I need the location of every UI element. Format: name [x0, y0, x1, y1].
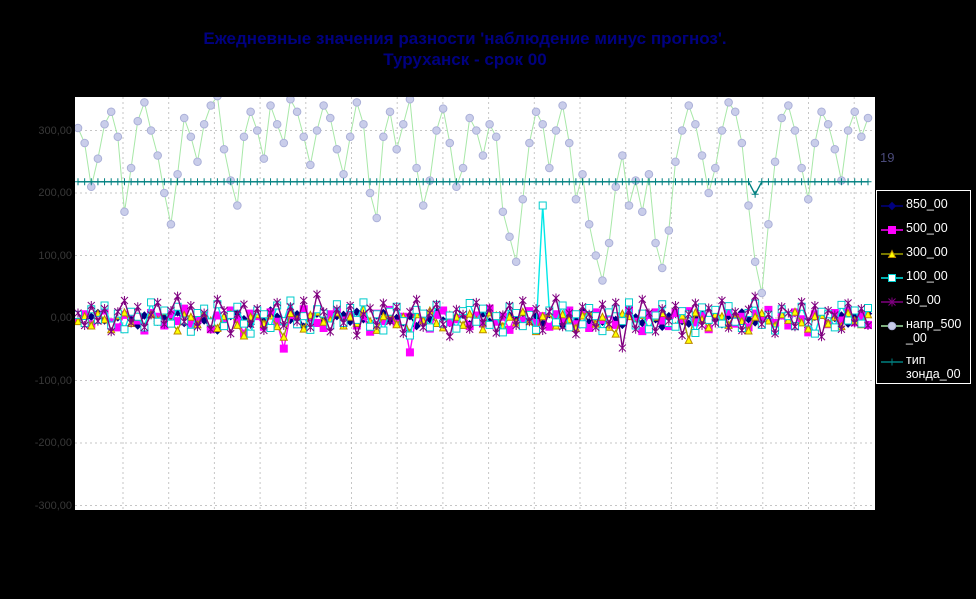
legend-key-plus — [881, 358, 903, 366]
chart-title-line2: Туруханск - срок 00 — [383, 50, 547, 69]
legend-box[interactable]: 850_00 500_00 300_00 100_00 50_00 напр_500 _0… — [876, 190, 971, 384]
y-axis-label: 300,00 — [38, 124, 72, 137]
legend-label: тип зонда_00 — [906, 353, 961, 381]
y-axis-label: -300,00 — [34, 499, 72, 512]
y-axis-label: -100,00 — [34, 374, 72, 387]
legend-label: 500_00 — [906, 221, 948, 235]
y-axis-label: -200,00 — [34, 437, 72, 449]
y-axis-label: 200,00 — [38, 187, 72, 199]
legend-item-850_00[interactable]: 850_00 — [880, 197, 970, 213]
y-axis-label: 100,00 — [38, 249, 72, 262]
chart-title[interactable]: Ежедневные значения разности 'наблюдение… — [0, 28, 930, 70]
legend-key-star — [881, 297, 903, 307]
legend-item-300_00[interactable]: 300_00 — [880, 245, 970, 261]
axis-annotation: 19 — [880, 150, 895, 165]
series-напр_500_00 — [75, 97, 873, 298]
series-50_00 — [75, 289, 872, 353]
legend-key-square-open — [881, 274, 903, 282]
legend-label: 100_00 — [906, 269, 948, 283]
legend-item-100_00[interactable]: 100_00 — [880, 269, 970, 285]
legend-key-circle — [881, 321, 903, 331]
legend-label: 850_00 — [906, 197, 948, 211]
legend-key-triangle — [881, 249, 903, 258]
legend-key-square — [881, 226, 903, 234]
legend-label: 300_00 — [906, 245, 948, 259]
legend-label: 50_00 — [906, 293, 941, 307]
y-axis-label: 0,00 — [50, 312, 72, 324]
legend-item-напр_500_00[interactable]: напр_500 _00 — [880, 317, 970, 345]
legend-key-diamond — [881, 201, 903, 211]
series-тип зонда_00 — [75, 178, 872, 198]
legend-item-500_00[interactable]: 500_00 — [880, 221, 970, 237]
chart-title-line1: Ежедневные значения разности 'наблюдение… — [203, 29, 727, 48]
legend-label: напр_500 _00 — [906, 317, 962, 345]
legend-item-тип зонда_00[interactable]: тип зонда_00 — [880, 353, 970, 381]
legend-item-50_00[interactable]: 50_00 — [880, 293, 970, 309]
